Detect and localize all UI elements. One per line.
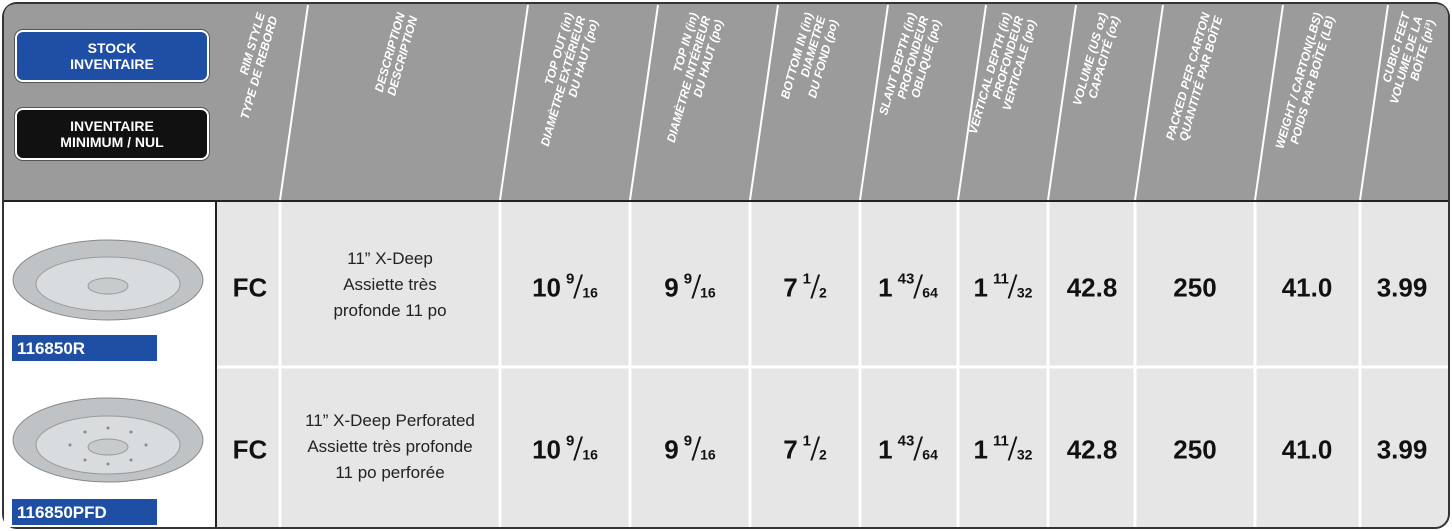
column-rule	[1047, 4, 1077, 201]
numerator: 9	[683, 270, 693, 288]
column-rule	[749, 4, 779, 201]
cell-value: 1 43 64	[878, 270, 938, 304]
column-rule	[859, 4, 889, 201]
whole: 10	[532, 272, 561, 303]
legend-text: STOCK	[87, 40, 137, 56]
cell-value: 250	[1173, 272, 1217, 303]
column-rule	[1254, 4, 1284, 201]
cell-value: 3.99	[1376, 272, 1428, 303]
description-line: Assiette très profonde	[307, 437, 473, 456]
sku-label: 116850R	[12, 335, 157, 361]
numerator: 1	[802, 270, 812, 288]
legend-stock: STOCK INVENTAIRE	[15, 30, 209, 82]
description: 11” X-Deep Assiette très profonde 11 po	[333, 246, 446, 324]
cell-value: 10 9 16	[532, 432, 598, 466]
whole: 1	[878, 434, 893, 465]
column-rule	[629, 4, 659, 201]
cell-value: 42.8	[1066, 272, 1118, 303]
header-band	[4, 4, 1448, 200]
whole: 7	[783, 272, 798, 303]
pan-image	[12, 397, 204, 483]
sku-label: 116850PFD	[12, 499, 157, 525]
description: 11” X-Deep Perforated Assiette très profo…	[305, 408, 475, 486]
description-line: profonde 11 po	[333, 301, 447, 320]
column-rule	[957, 4, 987, 201]
cell-value: 9 9 16	[664, 270, 716, 304]
cell-value: FC	[232, 272, 268, 303]
cell-value: 250	[1173, 434, 1217, 465]
denominator: 32	[1016, 446, 1033, 463]
denominator: 32	[1016, 284, 1033, 301]
denominator: 2	[819, 446, 827, 463]
whole: 7	[783, 434, 798, 465]
legend-text: INVENTAIRE	[70, 118, 154, 134]
legend-minimum: INVENTAIRE MINIMUM / NUL	[15, 108, 209, 160]
numerator: 9	[566, 270, 575, 288]
cell-value: 42.8	[1066, 434, 1118, 465]
cell-value: FC	[232, 434, 268, 465]
numerator: 11	[993, 432, 1009, 450]
description-line: 11 po perforée	[335, 463, 445, 482]
cell-value: 41.0	[1281, 434, 1333, 465]
pan-image	[12, 239, 204, 321]
denominator: 2	[819, 284, 827, 301]
denominator: 64	[922, 446, 938, 463]
cell-value: 1 43 64	[878, 432, 938, 466]
legend-text: MINIMUM / NUL	[60, 134, 164, 150]
cell-value: 1 11 32	[973, 270, 1033, 304]
numerator: 1	[802, 432, 812, 450]
description-line: 11” X-Deep	[347, 249, 433, 268]
legend-text: INVENTAIRE	[70, 56, 154, 72]
numerator: 11	[993, 270, 1009, 288]
whole: 1	[973, 434, 989, 465]
column-rule	[1134, 4, 1164, 201]
whole: 10	[532, 434, 561, 465]
numerator: 9	[683, 432, 693, 450]
description-line: 11” X-Deep Perforated	[305, 411, 475, 430]
description-line: Assiette très	[343, 275, 437, 294]
whole: 9	[664, 272, 679, 303]
cell-value: 9 9 16	[664, 432, 716, 466]
denominator: 16	[700, 446, 716, 463]
denominator: 64	[922, 284, 938, 301]
cell-value: 10 9 16	[532, 270, 598, 304]
whole: 1	[973, 272, 989, 303]
denominator: 16	[700, 284, 716, 301]
whole: 1	[878, 272, 893, 303]
cell-value: 3.99	[1376, 434, 1428, 465]
column-rule	[499, 4, 529, 201]
denominator: 16	[582, 284, 598, 301]
numerator: 43	[897, 432, 915, 450]
numerator: 9	[566, 432, 575, 450]
numerator: 43	[897, 270, 915, 288]
cell-value: 1 11 32	[973, 432, 1033, 466]
denominator: 16	[582, 446, 598, 463]
whole: 9	[664, 434, 679, 465]
cell-value: 41.0	[1281, 272, 1333, 303]
column-rule	[279, 4, 309, 201]
column-rule	[1359, 4, 1389, 201]
